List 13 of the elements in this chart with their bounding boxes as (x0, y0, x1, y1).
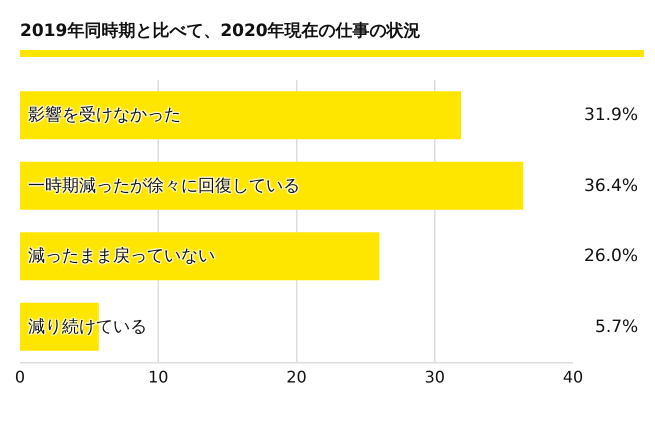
y-tick-label: 影響を受けなかった (28, 105, 181, 125)
x-tick-label: 10 (148, 368, 168, 387)
x-tick-label: 20 (286, 368, 307, 387)
chart-title: 2019年同時期と比べて、2020年現在の仕事の状況 (20, 20, 421, 41)
data-label: 26.0% (584, 246, 638, 266)
data-label: 5.7% (595, 317, 638, 337)
data-label: 36.4% (584, 176, 638, 196)
y-tick-label: 一時期減ったが徐々に回復している (28, 176, 300, 196)
x-tick-label: 0 (14, 368, 26, 387)
x-tick-label: 40 (562, 368, 584, 387)
x-tick-label: 30 (424, 368, 445, 387)
data-label: 31.9% (584, 105, 638, 125)
y-tick-label: 減ったまま戻っていない (28, 246, 215, 266)
